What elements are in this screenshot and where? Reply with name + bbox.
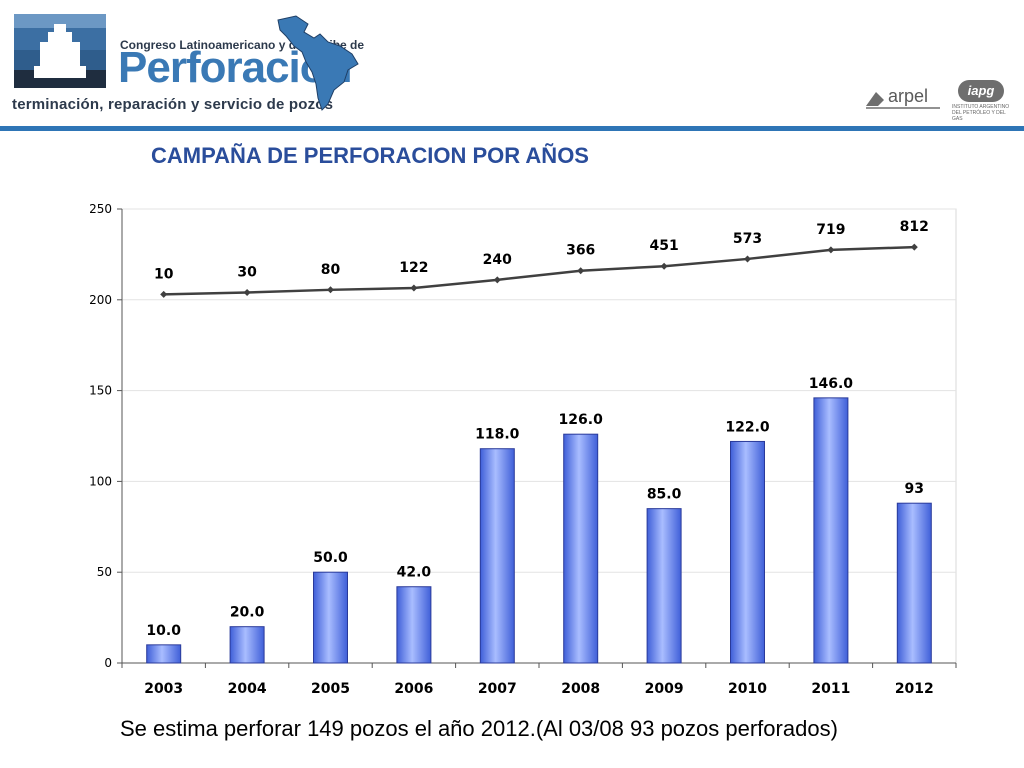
line-point-marker [160,290,168,298]
line-point-label: 10 [154,266,174,282]
bar [479,448,515,664]
line-point-marker [577,267,585,275]
x-tick-label: 2010 [728,681,767,697]
line-point-marker [660,262,668,270]
line-point-marker [410,284,418,292]
logo-subtitle: terminación, reparación y servicio de po… [12,96,334,113]
bar-value-label: 126.0 [559,412,604,428]
slide-header: Congreso Latinoamericano y del Caribe de… [0,0,1024,132]
iapg-logo-badge: iapg [958,80,1004,102]
x-tick-label: 2012 [895,681,934,697]
bar [396,586,432,664]
drilling-campaign-chart: 0 50 100 150 200 250 2003 2004 2005 2006 2007 2008 2… [89,202,957,697]
iapg-logo-caption: INSTITUTO ARGENTINO DEL PETRÓLEO Y DEL G… [952,104,1010,122]
y-tick-label: 150 [89,384,112,398]
x-tick-label: 2005 [311,681,350,697]
congress-logo-icon [14,14,106,88]
bar [146,644,182,664]
header-divider [0,126,1024,131]
arpel-logo-icon [866,92,940,109]
bar-value-label: 122.0 [725,419,770,435]
x-tick-label: 2008 [561,681,600,697]
line-point-marker [744,255,751,263]
x-tick-label: 2006 [394,681,433,697]
y-tick-label: 0 [104,656,112,670]
bar [229,626,265,664]
arpel-logo-text: arpel [888,86,929,106]
bar-value-label: 93 [905,481,924,497]
line-point-marker [327,286,334,294]
bar [563,433,599,664]
chart-data-labels: 10.0 20.0 50.0 42.0 118.0 126.0 85.0 122.0 146.0… [146,219,928,639]
y-tick-label: 50 [97,565,112,579]
line-point-marker [910,243,918,251]
line-point-label: 573 [733,231,762,247]
x-tick-label: 2003 [144,681,183,697]
y-tick-label: 250 [89,202,112,216]
line-point-label: 366 [566,243,595,259]
line-point-label: 30 [237,265,257,281]
line-point-label: 80 [321,262,341,278]
bar-value-label: 20.0 [230,605,265,621]
line-point-label: 812 [900,219,929,235]
line-point-label: 122 [399,260,428,276]
latin-america-map-icon [277,15,359,111]
slide-footnote: Se estima perforar 149 pozos el año 2012… [120,716,838,741]
line-point-label: 240 [483,252,512,268]
bar [813,397,849,664]
chart-bars [146,397,932,664]
line-point-label: 719 [816,222,845,238]
chart-axes: 0 50 100 150 200 250 2003 2004 2005 2006 2007 2008 2… [89,202,957,697]
bar-value-label: 146.0 [809,376,854,392]
bar [313,571,348,664]
line-point-marker [827,246,835,254]
line-point-marker [493,276,501,284]
slide-title: CAMPAÑA DE PERFORACION POR AÑOS [151,143,589,168]
chart-line-series [160,243,918,298]
bar-value-label: 85.0 [647,487,682,503]
bar [730,440,765,664]
bar [646,508,682,664]
bar-value-label: 118.0 [475,427,520,443]
y-tick-label: 100 [89,474,112,488]
line-point-marker [243,289,251,297]
bar-value-label: 50.0 [313,550,348,566]
x-tick-label: 2007 [478,681,517,697]
y-tick-label: 200 [89,293,112,307]
x-tick-label: 2011 [811,681,850,697]
series-line [163,245,915,296]
x-tick-label: 2004 [228,681,267,697]
bar-value-label: 42.0 [397,565,432,581]
bar-value-label: 10.0 [146,623,181,639]
bar [896,502,932,664]
x-tick-label: 2009 [645,681,684,697]
line-point-label: 451 [649,238,678,254]
